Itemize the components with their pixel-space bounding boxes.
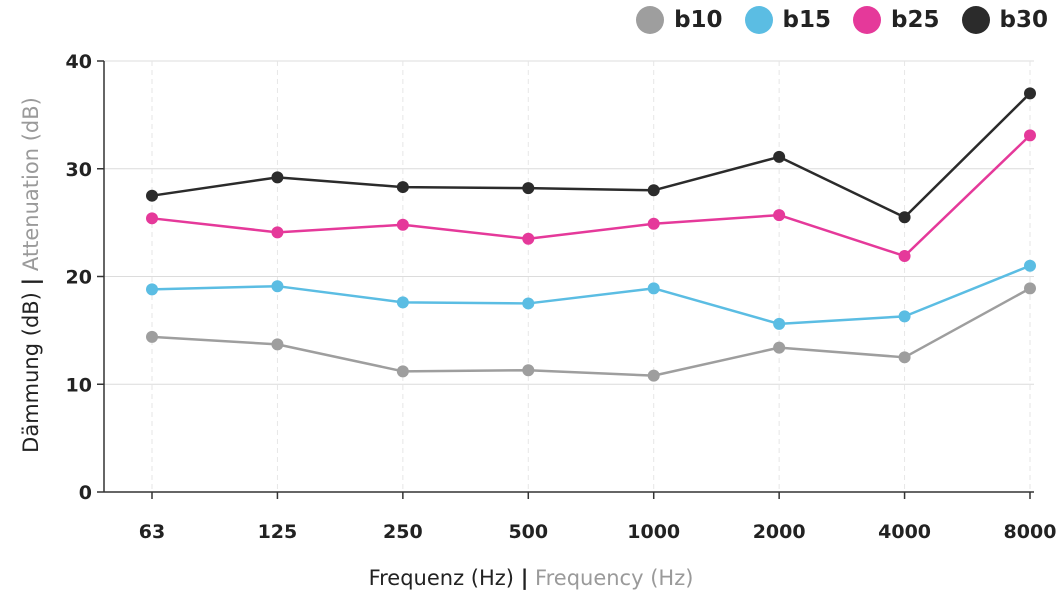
data-point-b15: [271, 280, 284, 293]
data-point-b10: [647, 369, 660, 382]
data-point-b10: [396, 365, 409, 378]
data-point-b30: [1024, 87, 1036, 100]
legend-marker-b30: [961, 6, 990, 34]
data-point-b30: [271, 171, 284, 184]
data-point-b10: [773, 341, 786, 354]
series-line-b10: [151, 287, 1031, 377]
series-line-b25: [151, 134, 1031, 258]
y-tick-label: 10: [66, 374, 92, 396]
legend-marker-b15: [744, 6, 773, 34]
chart-legend: b10 b15 b25 b30: [636, 6, 1048, 34]
data-point-b10: [898, 351, 911, 364]
data-point-b25: [773, 209, 786, 222]
data-point-b30: [146, 189, 158, 202]
data-point-b25: [522, 232, 535, 245]
y-axis-title-en: Attenuation (dB): [19, 97, 43, 272]
legend-item-b25[interactable]: b25: [853, 6, 940, 34]
x-axis-title-en: Frequency (Hz): [535, 566, 694, 590]
y-axis-title: Dämmung (dB) | Attenuation (dB): [19, 97, 43, 453]
x-tick-label: 4000: [878, 521, 931, 543]
data-point-b25: [146, 212, 158, 225]
data-point-b30: [522, 182, 535, 195]
data-point-b15: [1024, 259, 1036, 272]
data-point-b15: [396, 296, 409, 309]
legend-item-b30[interactable]: b30: [961, 6, 1048, 34]
data-point-b30: [647, 184, 660, 197]
legend-label-b15: b15: [782, 7, 832, 33]
x-tick-label: 2000: [753, 521, 806, 543]
y-axis-title-de: Dämmung (dB): [19, 292, 43, 453]
x-axis-title-de: Frequenz (Hz): [368, 566, 514, 590]
data-point-b25: [647, 217, 660, 230]
x-axis-title: Frequenz (Hz) | Frequency (Hz): [0, 566, 1062, 590]
y-tick-label: 0: [79, 482, 92, 504]
series-line-b30: [151, 92, 1031, 219]
data-point-b10: [1024, 282, 1036, 295]
legend-marker-b10: [636, 6, 665, 34]
x-tick-label: 500: [508, 521, 548, 543]
data-point-b15: [146, 283, 158, 296]
data-point-b15: [773, 317, 786, 330]
legend-label-b30: b30: [999, 7, 1048, 33]
legend-label-b10: b10: [674, 7, 723, 33]
data-point-b30: [898, 211, 911, 224]
data-point-b15: [522, 297, 535, 310]
data-point-b25: [396, 218, 409, 231]
x-axis-title-separator: |: [520, 566, 529, 590]
legend-item-b15[interactable]: b15: [744, 6, 832, 34]
data-point-b15: [898, 310, 911, 323]
legend-marker-b25: [853, 6, 882, 34]
data-point-b10: [146, 330, 158, 343]
series-line-b15: [151, 264, 1031, 326]
x-tick-label: 63: [139, 521, 165, 543]
x-tick-label: 125: [258, 521, 298, 543]
data-point-b25: [1024, 129, 1036, 142]
data-point-b10: [522, 364, 535, 377]
x-tick-label: 8000: [1004, 521, 1057, 543]
data-point-b30: [773, 150, 786, 163]
y-tick-label: 30: [66, 159, 92, 181]
data-point-b15: [647, 282, 660, 295]
legend-label-b25: b25: [891, 7, 940, 33]
y-tick-label: 40: [66, 51, 92, 73]
data-point-b30: [396, 181, 409, 194]
x-tick-label: 1000: [627, 521, 680, 543]
y-tick-label: 20: [66, 267, 92, 289]
data-point-b10: [271, 338, 284, 351]
y-axis-title-separator: |: [19, 277, 43, 286]
x-tick-label: 250: [383, 521, 423, 543]
legend-item-b10[interactable]: b10: [636, 6, 723, 34]
data-point-b25: [898, 250, 911, 263]
data-point-b25: [271, 226, 284, 239]
